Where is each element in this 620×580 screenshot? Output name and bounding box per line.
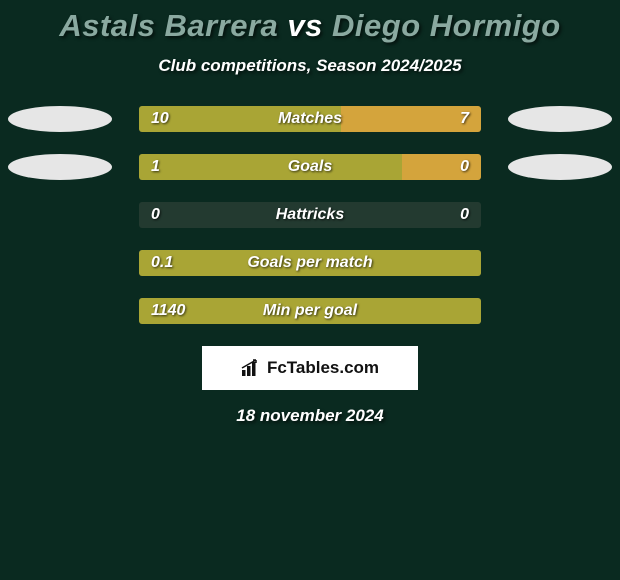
stat-category: Hattricks	[139, 202, 481, 228]
player1-name: Astals Barrera	[59, 8, 278, 43]
stat-row: Goals per match0.1	[0, 250, 620, 276]
logo-box: FcTables.com	[202, 346, 418, 390]
barchart-icon	[241, 359, 261, 377]
stat-value-left: 10	[151, 106, 169, 132]
player2-badge	[508, 106, 612, 132]
stat-bar: Hattricks0 0	[139, 202, 481, 228]
infographic-container: Astals Barrera vs Diego Hormigo Club com…	[0, 0, 620, 426]
stat-category: Matches	[139, 106, 481, 132]
player2-name: Diego Hormigo	[332, 8, 561, 43]
stat-value-right: 7	[460, 106, 469, 132]
player2-badge	[508, 154, 612, 180]
stat-row: Min per goal1140	[0, 298, 620, 324]
stat-value-left: 1140	[151, 298, 185, 324]
stat-value-right: 0	[460, 154, 469, 180]
stat-category: Goals per match	[139, 250, 481, 276]
stat-category: Min per goal	[139, 298, 481, 324]
stat-value-right: 0	[460, 202, 469, 228]
logo-text: FcTables.com	[267, 358, 379, 378]
stat-row: Matches10 7	[0, 106, 620, 132]
stat-row: Hattricks0 0	[0, 202, 620, 228]
stat-bar: Goals per match0.1	[139, 250, 481, 276]
stat-bar: Min per goal1140	[139, 298, 481, 324]
player1-badge	[8, 106, 112, 132]
stat-bar: Matches10 7	[139, 106, 481, 132]
stat-value-left: 0	[151, 202, 160, 228]
page-title: Astals Barrera vs Diego Hormigo	[0, 8, 620, 44]
stat-value-left: 1	[151, 154, 160, 180]
stat-value-left: 0.1	[151, 250, 173, 276]
date-text: 18 november 2024	[0, 406, 620, 426]
player1-badge	[8, 154, 112, 180]
stat-category: Goals	[139, 154, 481, 180]
stat-bar: Goals1 0	[139, 154, 481, 180]
stat-row: Goals1 0	[0, 154, 620, 180]
subtitle: Club competitions, Season 2024/2025	[0, 56, 620, 76]
vs-text: vs	[287, 8, 322, 43]
stat-rows: Matches107Goals10Hattricks00Goals per ma…	[0, 106, 620, 324]
